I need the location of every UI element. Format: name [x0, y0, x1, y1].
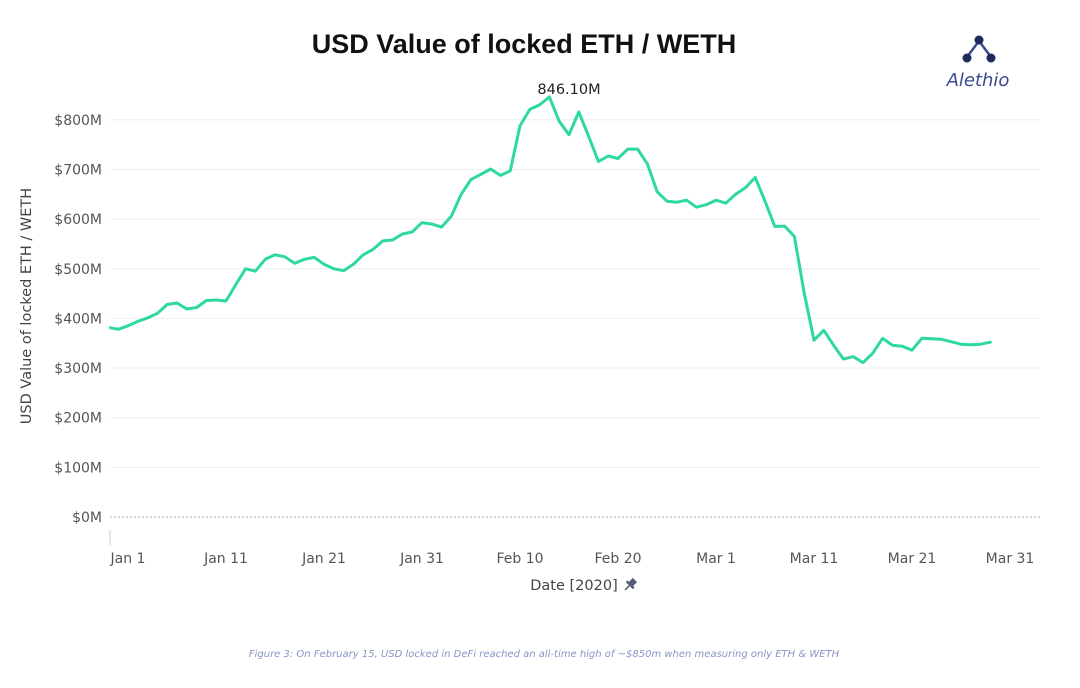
x-tick-label: Mar 21 — [888, 551, 937, 567]
y-tick-label: $300M — [54, 361, 102, 377]
series-line — [108, 95, 992, 365]
y-tick-label: $400M — [54, 311, 102, 327]
x-tick-label: Mar 31 — [986, 551, 1035, 567]
x-axis: Jan 1 Jan 11 Jan 21 Jan 31 Feb 10 Feb 20 Mar 1… — [109, 530, 1035, 567]
gridlines — [110, 119, 1040, 518]
x-tick-label: Jan 1 — [110, 551, 146, 567]
x-tick-label: Mar 1 — [696, 551, 736, 567]
y-tick-label: $800M — [54, 113, 102, 129]
series-layer — [108, 95, 992, 365]
y-tick-label: $100M — [54, 460, 102, 476]
brand-logo: Alethio — [946, 35, 1010, 91]
peak-value-label: 846.10M — [537, 82, 600, 98]
x-axis-title: Date [2020] — [530, 578, 617, 594]
y-tick-label: $0M — [72, 510, 102, 526]
y-axis: $0M $100M $200M $300M $400M $500M $600M $700M $8… — [54, 113, 102, 526]
chart-title: USD Value of locked ETH / WETH — [312, 29, 737, 59]
x-tick-label: Jan 21 — [301, 551, 346, 567]
x-tick-label: Feb 10 — [496, 551, 543, 567]
x-tick-label: Jan 11 — [203, 551, 248, 567]
figure-caption: Figure 3: On February 15, USD locked in … — [249, 649, 840, 660]
y-tick-label: $700M — [54, 162, 102, 178]
brand-name: Alethio — [946, 70, 1010, 91]
y-tick-label: $200M — [54, 411, 102, 427]
y-tick-label: $600M — [54, 212, 102, 228]
y-tick-label: $500M — [54, 262, 102, 278]
x-tick-label: Feb 20 — [594, 551, 641, 567]
pin-icon[interactable] — [622, 577, 639, 594]
x-tick-label: Mar 11 — [790, 551, 839, 567]
x-tick-label: Jan 31 — [399, 551, 444, 567]
alethio-logo-icon — [962, 35, 996, 63]
y-axis-title: USD Value of locked ETH / WETH — [19, 188, 35, 424]
